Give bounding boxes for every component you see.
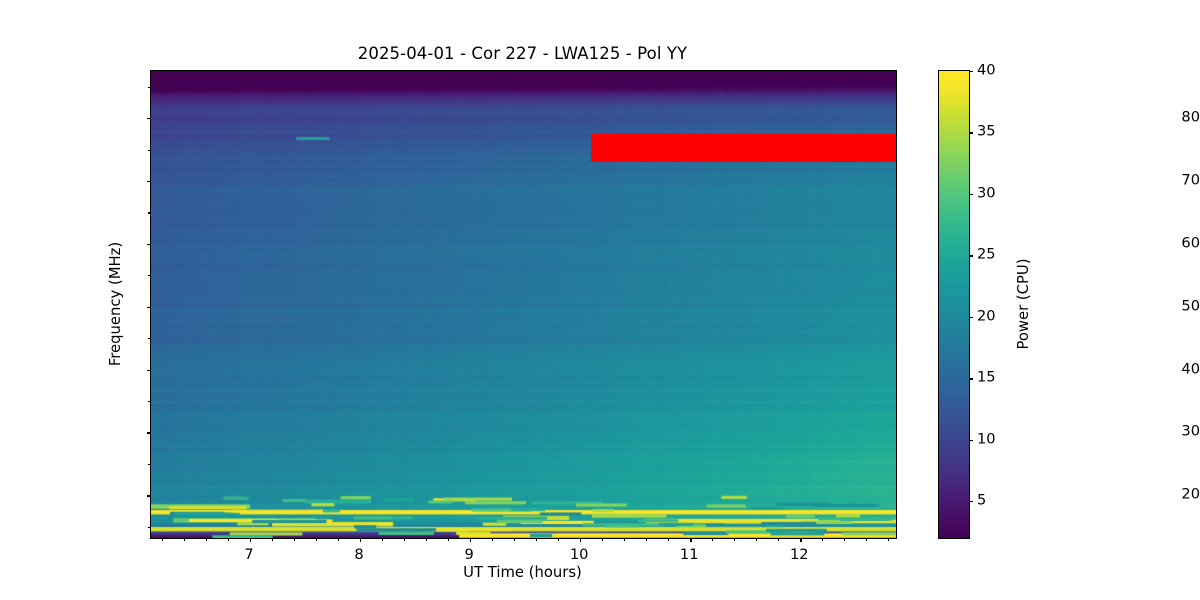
x-tick-minor [646, 538, 648, 541]
x-tick-label: 10 [569, 546, 589, 563]
colorbar-tick-label: 30 [977, 184, 996, 202]
y-tick-minor [148, 400, 151, 403]
spectrogram-axes[interactable] [146, 70, 897, 543]
x-tick-label: 12 [789, 546, 809, 563]
x-tick-minor [448, 538, 450, 541]
y-tick-label: 20 [1181, 485, 1200, 503]
colorbar-tick [969, 439, 974, 441]
x-tick-minor [228, 538, 230, 541]
x-tick-minor [316, 538, 318, 541]
colorbar-tick [969, 255, 974, 257]
colorbar-tick [969, 316, 974, 319]
y-tick-major [146, 243, 151, 246]
x-tick-minor [778, 538, 780, 541]
x-tick-minor [492, 538, 494, 541]
x-tick-minor [426, 538, 428, 541]
x-tick-minor [712, 538, 714, 541]
colorbar[interactable] [938, 70, 974, 539]
x-tick-minor [294, 538, 296, 541]
x-tick-minor [602, 538, 604, 541]
y-tick-major [146, 306, 151, 308]
colorbar-tick-label: 35 [977, 122, 996, 140]
x-tick-minor [382, 538, 384, 541]
x-tick-label: 7 [244, 546, 254, 563]
y-tick-label: 80 [1181, 108, 1200, 126]
y-tick-label: 40 [1181, 360, 1200, 378]
colorbar-tick [969, 501, 974, 503]
colorbar-gradient [939, 71, 969, 538]
y-tick-major [146, 118, 151, 120]
x-tick-minor [272, 538, 274, 541]
x-tick-label: 11 [679, 546, 699, 563]
colorbar-tick-label: 15 [977, 368, 996, 386]
x-tick-major [360, 538, 362, 543]
y-tick-major [146, 495, 151, 497]
colorbar-tick [969, 132, 974, 134]
x-tick-label: 9 [464, 546, 474, 563]
x-tick-major [250, 538, 252, 543]
x-tick-minor [756, 538, 758, 541]
colorbar-tick-label: 5 [977, 491, 987, 509]
x-tick-minor [536, 538, 538, 541]
chart-title: 2025-04-01 - Cor 227 - LWA125 - Pol YY [357, 44, 688, 63]
x-tick-minor [514, 538, 516, 541]
y-tick-minor [148, 212, 151, 214]
x-tick-minor [624, 538, 626, 541]
x-tick-minor [206, 538, 208, 541]
y-tick-major [146, 432, 151, 434]
x-tick-major [470, 538, 472, 543]
y-tick-label: 70 [1181, 171, 1200, 189]
x-tick-minor [338, 538, 340, 541]
colorbar-tick-label: 25 [977, 245, 996, 263]
x-tick-minor [668, 538, 670, 541]
x-tick-minor [734, 538, 736, 541]
colorbar-tick-label: 40 [977, 61, 996, 79]
x-tick-major [580, 538, 582, 543]
y-tick-minor [148, 338, 151, 340]
colorbar-tick [969, 71, 974, 73]
x-tick-minor [844, 538, 846, 541]
x-tick-major [690, 538, 692, 543]
x-tick-label: 8 [354, 546, 364, 563]
x-tick-minor [558, 538, 560, 541]
colorbar-tick [969, 378, 974, 380]
x-axis-title: UT Time (hours) [463, 564, 582, 581]
flagged-band-rectangle [591, 133, 896, 163]
y-tick-minor [148, 275, 151, 277]
x-tick-minor [184, 538, 186, 541]
colorbar-tick-label: 20 [977, 307, 996, 325]
colorbar-tick [969, 193, 974, 196]
colorbar-title: Power (CPU) [1015, 257, 1032, 350]
x-tick-minor [888, 538, 890, 541]
y-tick-major [146, 369, 151, 371]
y-tick-minor [148, 463, 151, 466]
x-tick-minor [404, 538, 406, 541]
x-tick-major [800, 538, 802, 543]
y-axis-title: Frequency (MHz) [107, 241, 124, 366]
y-tick-minor [148, 526, 151, 528]
y-tick-minor [148, 149, 151, 151]
y-tick-label: 30 [1181, 422, 1200, 440]
colorbar-tick-label: 10 [977, 430, 996, 448]
x-tick-minor [866, 538, 868, 541]
y-tick-major [146, 180, 151, 183]
x-tick-minor [822, 538, 824, 541]
y-tick-label: 60 [1181, 234, 1200, 252]
x-tick-minor [162, 538, 164, 541]
y-tick-minor [148, 86, 151, 88]
y-tick-label: 50 [1181, 297, 1200, 315]
